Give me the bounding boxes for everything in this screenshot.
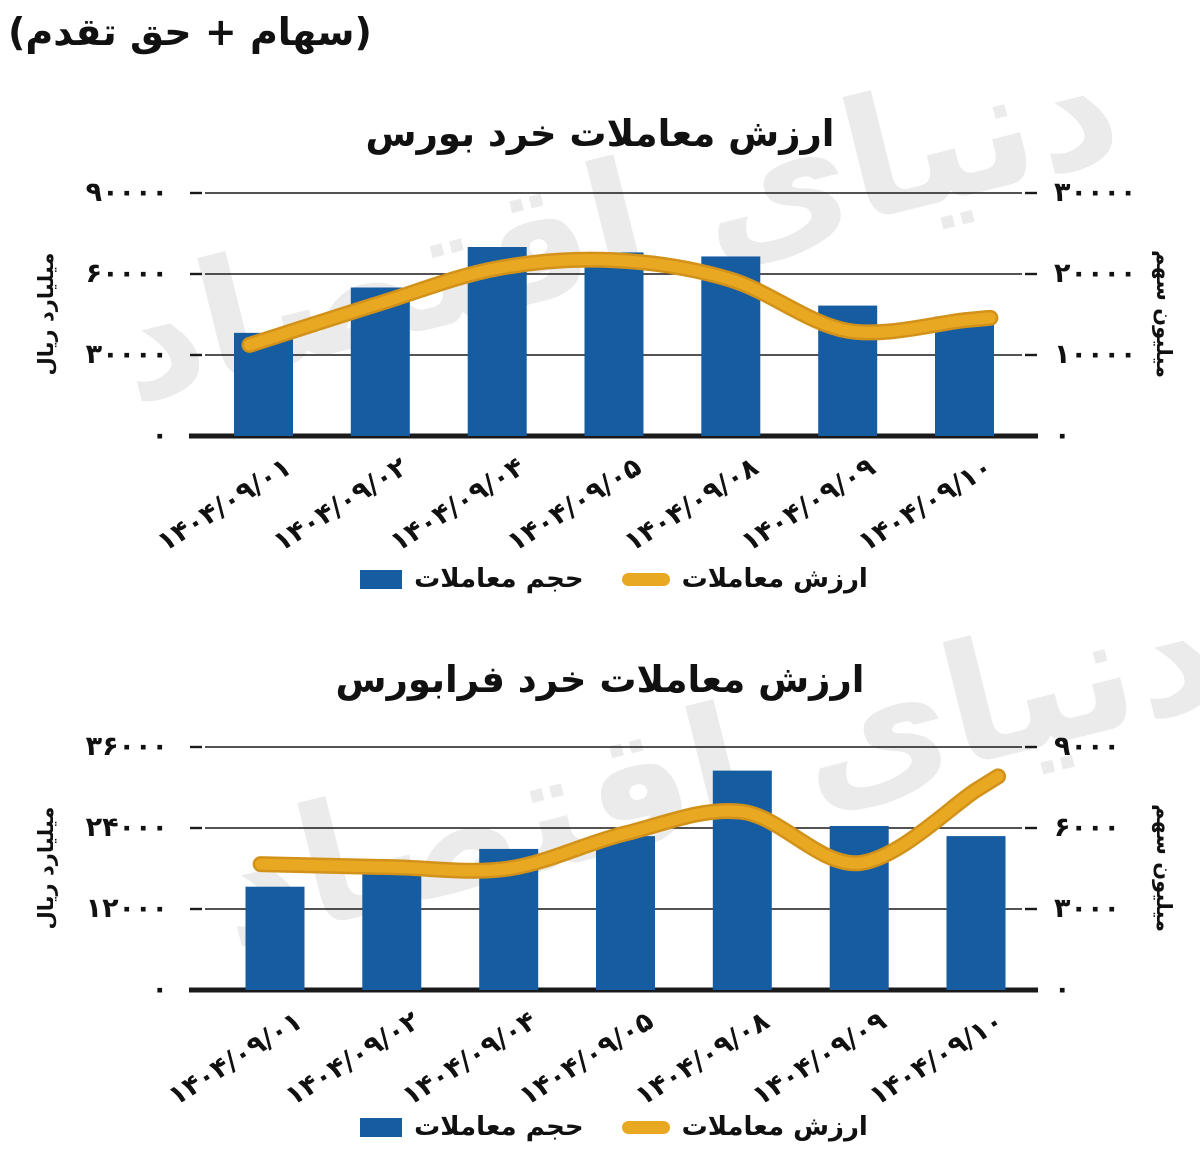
value-line-swatch-icon — [621, 572, 670, 586]
legend-item-value: ارزش معاملات — [621, 564, 868, 594]
farabourse-chart-legend: حجم معاملات ارزش معاملات — [205, 1110, 1023, 1144]
volume-bar — [596, 836, 655, 990]
y-axis-tick-label: ۰ — [151, 974, 168, 1005]
volume-bar-swatch-icon — [360, 1117, 403, 1137]
legend-item-volume: حجم معاملات — [360, 564, 584, 594]
bourse-chart-title: ارزش معاملات خرد بورس — [365, 112, 835, 155]
y2-axis-tick-label: ۶۰۰۰ — [1054, 812, 1120, 843]
volume-bar-swatch-icon — [360, 569, 403, 589]
y2-axis-tick-label: ۳۰۰۰ — [1054, 893, 1120, 924]
page-subtitle: (سهام + حق تقدم) — [8, 10, 372, 54]
value-line-swatch-icon — [621, 1120, 670, 1134]
y2-axis-tick-label: ۳۰۰۰۰ — [1054, 177, 1137, 208]
legend-label-volume: حجم معاملات — [414, 564, 584, 594]
legend-label-value: ارزش معاملات — [681, 564, 868, 594]
volume-bar — [946, 836, 1006, 990]
y-axis-tick-label: ۳۶۰۰۰ — [85, 731, 168, 762]
legend-item-value: ارزش معاملات — [621, 1112, 868, 1142]
right-axis-title: میلیون سهم — [1152, 803, 1176, 933]
y-axis-tick-label: ۶۰۰۰۰ — [85, 258, 168, 289]
y2-axis-tick-label: ۰ — [1054, 420, 1071, 451]
farabourse-chart-title: ارزش معاملات خرد فرابورس — [335, 658, 865, 701]
y-axis-tick-label: ۹۰۰۰۰ — [85, 177, 168, 208]
y-axis-tick-label: ۱۲۰۰۰ — [85, 893, 168, 924]
y-axis-tick-label: ۰ — [151, 420, 168, 451]
volume-bar — [935, 316, 994, 436]
y-axis-tick-label: ۳۰۰۰۰ — [85, 339, 168, 370]
volume-bar — [245, 886, 305, 990]
left-axis-title: میلیارد ریال — [34, 806, 58, 930]
bourse-chart-plot — [189, 191, 1038, 439]
y-axis-tick-label: ۲۴۰۰۰ — [85, 812, 168, 843]
bourse-chart-legend: حجم معاملات ارزش معاملات — [205, 562, 1023, 596]
volume-bar — [362, 868, 422, 990]
y2-axis-tick-label: ۹۰۰۰ — [1054, 731, 1120, 762]
y2-axis-tick-label: ۱۰۰۰۰ — [1054, 339, 1137, 370]
right-axis-title: میلیون سهم — [1152, 249, 1176, 379]
value-line — [244, 254, 996, 351]
farabourse-chart-plot — [189, 745, 1038, 993]
left-axis-title: میلیارد ریال — [34, 252, 58, 376]
y2-axis-tick-label: ۲۰۰۰۰ — [1054, 258, 1137, 289]
value-line — [255, 770, 1004, 877]
volume-bar — [584, 252, 644, 436]
legend-item-volume: حجم معاملات — [360, 1112, 584, 1142]
y2-axis-tick-label: ۰ — [1054, 974, 1071, 1005]
legend-label-volume: حجم معاملات — [414, 1112, 584, 1142]
legend-label-value: ارزش معاملات — [681, 1112, 868, 1142]
